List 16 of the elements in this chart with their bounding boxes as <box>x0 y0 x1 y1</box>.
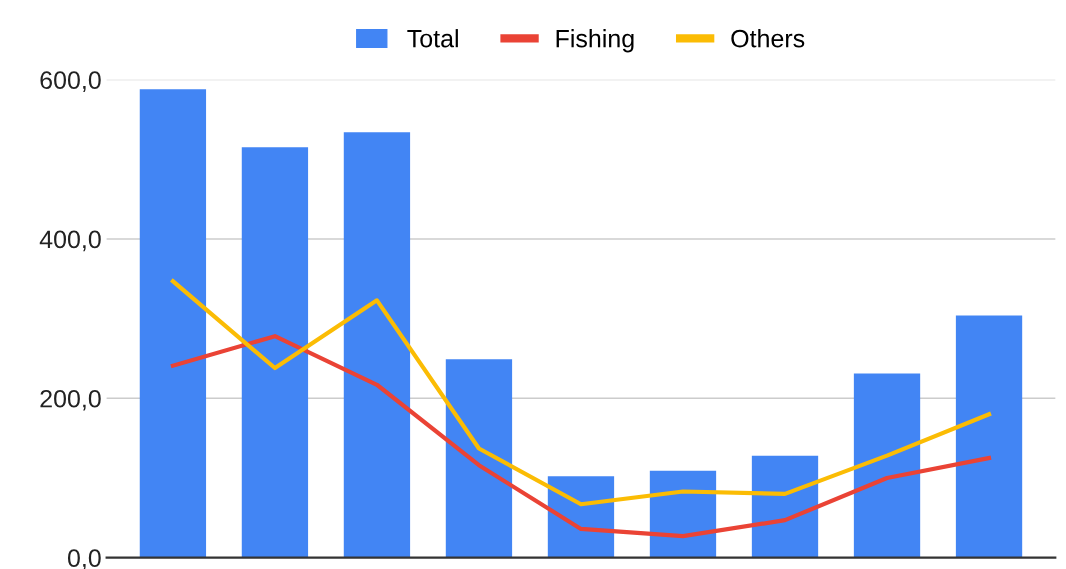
y-tick-label: 0,0 <box>67 549 101 569</box>
legend-label: Others <box>731 29 805 48</box>
line-series <box>170 334 992 539</box>
y-tick-label: 600,0 <box>40 71 101 92</box>
bar <box>853 373 921 558</box>
bar <box>751 455 819 558</box>
legend-label: Fishing <box>556 29 634 53</box>
y-tick-label: 400,0 <box>39 230 101 252</box>
legend-label: Total <box>407 29 458 48</box>
y-tick-label: 200,0 <box>40 389 101 411</box>
line-series <box>170 279 992 507</box>
bar <box>955 315 1023 558</box>
bar <box>343 132 411 558</box>
bar <box>445 359 513 558</box>
bar <box>139 89 207 558</box>
bar <box>241 147 309 558</box>
